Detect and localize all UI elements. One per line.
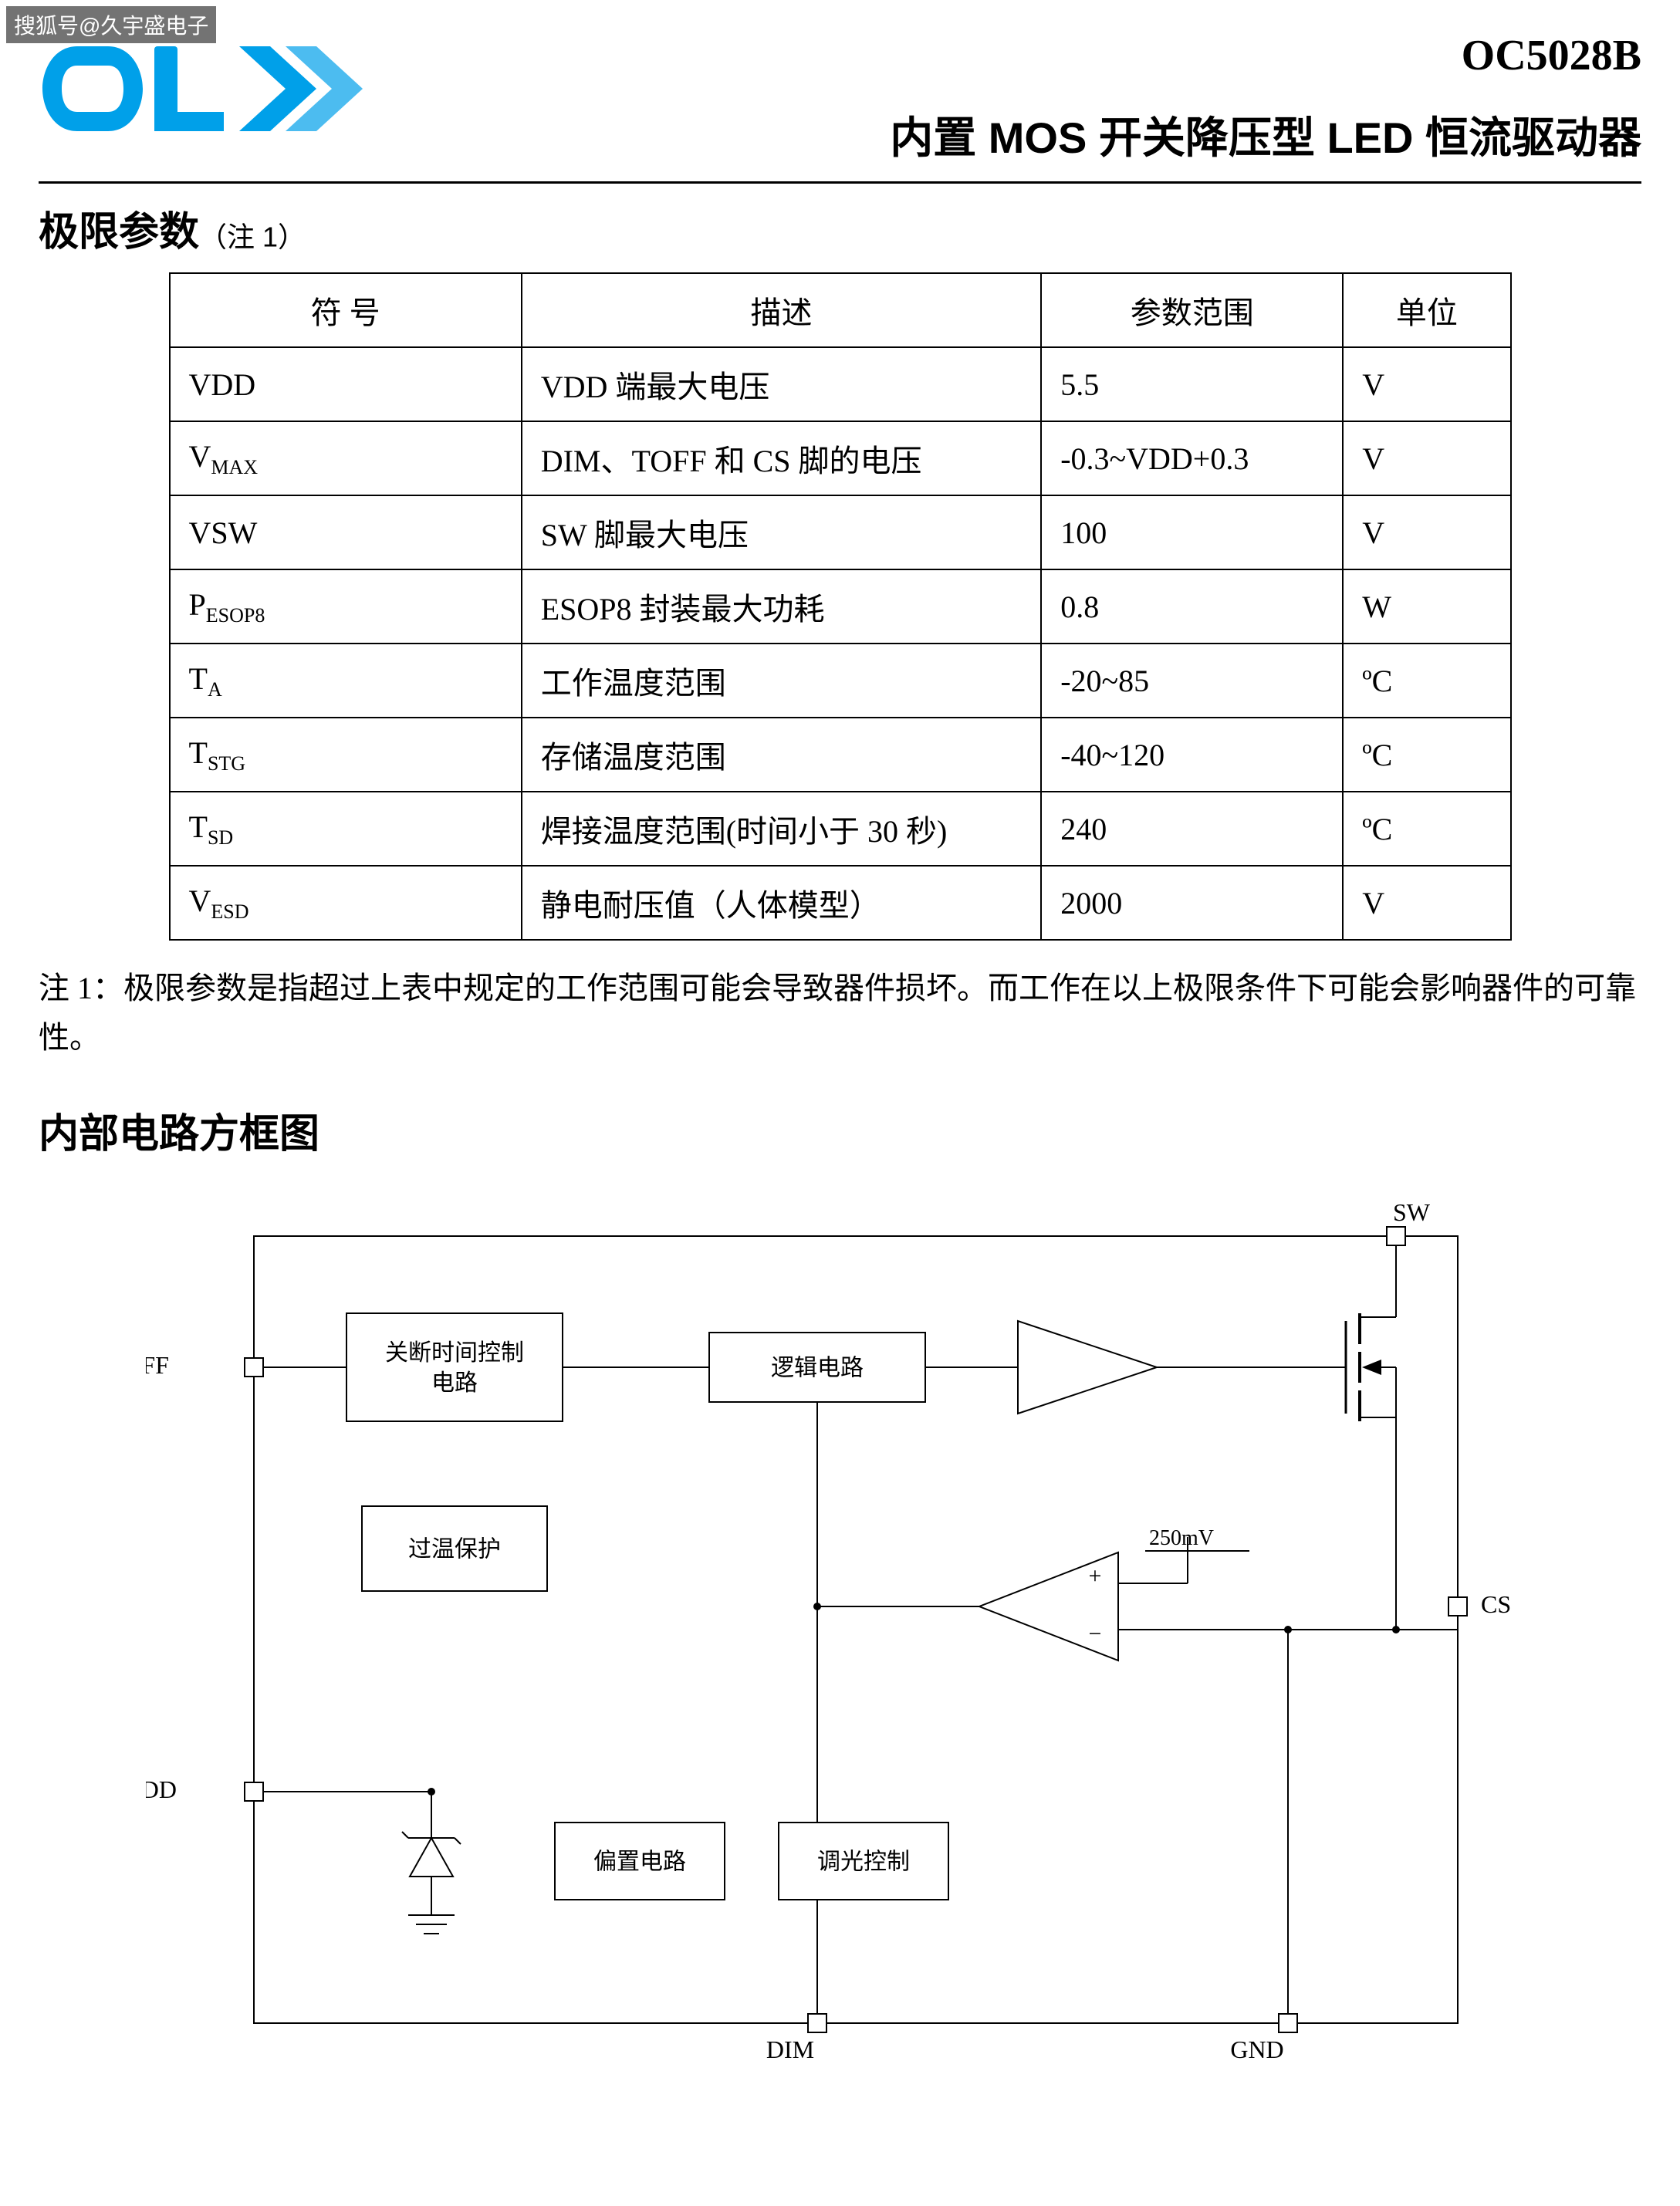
th-range: 参数范围 [1041,273,1343,347]
svg-text:调光控制: 调光控制 [817,1850,910,1875]
svg-text:TOFF: TOFF [146,1351,169,1379]
table-row: VESD静电耐压值（人体模型）2000V [170,866,1511,940]
cell-description: ESOP8 封装最大功耗 [522,569,1041,644]
table-row: TA工作温度范围-20~85ºC [170,644,1511,718]
svg-text:+: + [1088,1563,1101,1589]
cell-unit: V [1343,421,1510,495]
cell-description: 存储温度范围 [522,718,1041,792]
cell-description: 工作温度范围 [522,644,1041,718]
cell-description: 焊接温度范围(时间小于 30 秒) [522,792,1041,866]
page-header: OC5028B 内置 MOS 开关降压型 LED 恒流驱动器 [39,31,1641,184]
svg-text:CS: CS [1481,1590,1511,1618]
cell-range: -20~85 [1041,644,1343,718]
cell-symbol: TSTG [170,718,522,792]
th-unit: 单位 [1343,273,1510,347]
svg-text:SW: SW [1393,1198,1431,1226]
cell-range: 240 [1041,792,1343,866]
product-title: 内置 MOS 开关降压型 LED 恒流驱动器 [890,103,1641,166]
cell-unit: W [1343,569,1510,644]
cell-symbol: VSW [170,495,522,569]
cell-unit: V [1343,866,1510,940]
cell-unit: ºC [1343,644,1510,718]
cell-unit: V [1343,347,1510,421]
th-description: 描述 [522,273,1041,347]
cell-unit: V [1343,495,1510,569]
table-row: VDDVDD 端最大电压5.5V [170,347,1511,421]
th-symbol: 符 号 [170,273,522,347]
svg-text:−: − [1088,1621,1101,1647]
svg-text:DIM: DIM [766,2035,813,2063]
svg-text:VDD: VDD [146,1775,177,1803]
svg-text:逻辑电路: 逻辑电路 [771,1356,864,1381]
cell-symbol: TSD [170,792,522,866]
cell-description: SW 脚最大电压 [522,495,1041,569]
cell-unit: ºC [1343,792,1510,866]
cell-symbol: VMAX [170,421,522,495]
cell-symbol: TA [170,644,522,718]
limits-table: 符 号 描述 参数范围 单位 VDDVDD 端最大电压5.5VVMAXDIM、T… [169,272,1512,941]
svg-text:关断时间控制: 关断时间控制 [385,1340,524,1366]
cell-description: 静电耐压值（人体模型） [522,866,1041,940]
svg-text:偏置电路: 偏置电路 [593,1850,686,1875]
header-right: OC5028B 内置 MOS 开关降压型 LED 恒流驱动器 [890,31,1641,166]
cell-range: -0.3~VDD+0.3 [1041,421,1343,495]
cell-symbol: PESOP8 [170,569,522,644]
cell-symbol: VESD [170,866,522,940]
cell-unit: ºC [1343,718,1510,792]
section-block-diagram-title: 内部电路方框图 [39,1101,1641,1159]
cell-range: 5.5 [1041,347,1343,421]
table-row: VSWSW 脚最大电压100V [170,495,1511,569]
cell-range: 2000 [1041,866,1343,940]
svg-text:GND: GND [1230,2035,1283,2063]
section-limits-title: 极限参数（注 1） [39,199,1641,257]
svg-text:电路: 电路 [431,1370,478,1396]
svg-text:250mV: 250mV [1149,1526,1214,1550]
table-header-row: 符 号 描述 参数范围 单位 [170,273,1511,347]
table-row: PESOP8ESOP8 封装最大功耗0.8W [170,569,1511,644]
cell-range: 0.8 [1041,569,1343,644]
block-diagram: 关断时间控制电路 逻辑电路过温保护偏置电路 调光控制 + − 250mV TOFF VDD SW… [146,1182,1535,2081]
table-row: VMAXDIM、TOFF 和 CS 脚的电压-0.3~VDD+0.3V [170,421,1511,495]
cell-description: DIM、TOFF 和 CS 脚的电压 [522,421,1041,495]
svg-text:过温保护: 过温保护 [408,1537,501,1562]
cell-description: VDD 端最大电压 [522,347,1041,421]
cell-range: -40~120 [1041,718,1343,792]
logo [39,31,378,150]
cell-symbol: VDD [170,347,522,421]
table-row: TSTG存储温度范围-40~120ºC [170,718,1511,792]
table-row: TSD焊接温度范围(时间小于 30 秒)240ºC [170,792,1511,866]
watermark-badge: 搜狐号@久宇盛电子 [6,6,216,43]
part-number: OC5028B [890,31,1641,80]
cell-range: 100 [1041,495,1343,569]
note-1: 注 1：极限参数是指超过上表中规定的工作范围可能会导致器件损坏。而工作在以上极限… [39,964,1641,1062]
